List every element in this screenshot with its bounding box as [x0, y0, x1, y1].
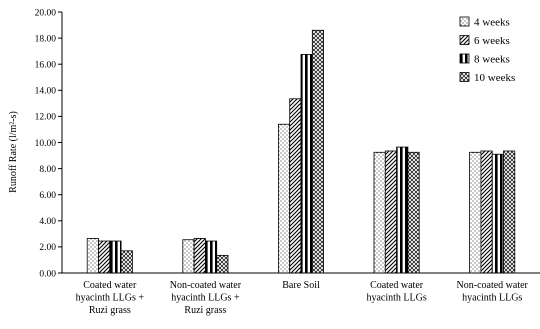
bar-8-weeks [204, 240, 218, 274]
category-label: hyacinth LLGs [366, 293, 426, 304]
bar-4-weeks [182, 239, 195, 274]
y-tick-label: 2.00 [39, 243, 56, 253]
category-label: Coated water [83, 280, 137, 291]
y-axis-ticks: 0.00 2.00 4.00 6.00 8.00 10.00 12.00 14.00 16.00… [35, 8, 62, 279]
bar-6-weeks [98, 240, 111, 274]
y-axis-label: Runoff Rate (l/m²-s) [8, 111, 19, 193]
bar-10-weeks [503, 150, 516, 274]
legend: 4 weeks 6 weeks 8 weeks 10 weeks [459, 16, 515, 84]
bar-4-weeks [469, 151, 482, 274]
bar-6-weeks [480, 150, 493, 274]
y-tick-label: 14.00 [35, 87, 57, 97]
bar-8-weeks [491, 153, 504, 274]
category-label: Bare Soil [282, 280, 320, 291]
category-label: hyacinth LLGs + [76, 293, 145, 304]
bar-8-weeks [396, 146, 409, 274]
legend-label: 4 weeks [474, 17, 510, 29]
legend-label: 6 weeks [474, 35, 510, 47]
bar-10-weeks [311, 29, 324, 274]
y-tick-label: 6.00 [39, 191, 56, 201]
legend-label: 10 weeks [474, 72, 515, 84]
legend-label: 8 weeks [474, 54, 510, 66]
y-tick-label: 4.00 [39, 217, 56, 227]
bar-10-weeks [216, 254, 229, 274]
legend-swatch [459, 16, 470, 27]
bar-10-weeks [120, 250, 133, 274]
bar-6-weeks [384, 150, 397, 274]
y-tick-label: 12.00 [35, 113, 57, 123]
legend-swatch [459, 35, 470, 45]
y-tick-label: 10.00 [35, 139, 57, 149]
bar-6-weeks [289, 98, 302, 274]
y-tick-label: 16.00 [35, 61, 57, 71]
bar-4-weeks [86, 238, 99, 274]
bar-8-weeks [109, 240, 122, 274]
category-label: hyacinth LLGs + [171, 293, 240, 304]
bars [86, 29, 516, 274]
y-tick-label: 0.00 [39, 269, 56, 279]
bar-10-weeks [407, 151, 420, 274]
category-label: Non-coated water [457, 280, 529, 291]
y-tick-label: 20.00 [35, 8, 57, 18]
category-label: Ruzi grass [184, 305, 226, 316]
y-tick-label: 18.00 [35, 34, 57, 44]
category-label: Coated water [370, 280, 424, 291]
category-label: Non-coated water [170, 280, 242, 291]
legend-swatch [459, 72, 470, 82]
y-tick-label: 8.00 [39, 165, 56, 175]
bar-6-weeks [193, 238, 206, 274]
category-label: hyacinth LLGs [462, 293, 522, 304]
bar-8-weeks [300, 54, 313, 274]
bar-4-weeks [277, 123, 291, 274]
bar-4-weeks [373, 151, 386, 274]
category-label: Ruzi grass [89, 305, 131, 316]
legend-swatch [459, 53, 470, 64]
